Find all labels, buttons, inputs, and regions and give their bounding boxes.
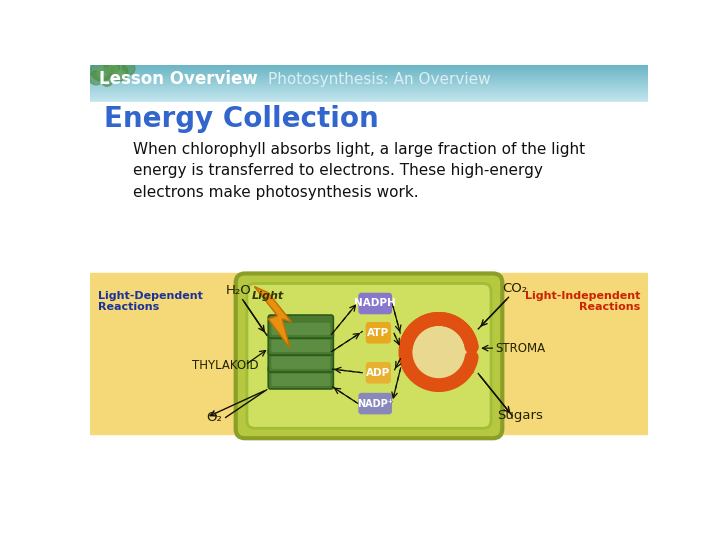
- Bar: [90, 85, 648, 86]
- FancyBboxPatch shape: [366, 322, 391, 343]
- Bar: [90, 76, 648, 77]
- Bar: [90, 87, 648, 88]
- Text: ATP: ATP: [367, 328, 390, 338]
- Bar: [90, 79, 648, 80]
- Text: Light-Independent: Light-Independent: [525, 291, 640, 301]
- Bar: [90, 94, 648, 95]
- Bar: [90, 72, 648, 73]
- Bar: [90, 91, 648, 92]
- Text: Sugars: Sugars: [498, 409, 543, 422]
- FancyBboxPatch shape: [271, 356, 330, 369]
- Text: Energy Collection: Energy Collection: [104, 105, 379, 133]
- Polygon shape: [254, 287, 292, 348]
- Text: CO₂: CO₂: [502, 281, 527, 295]
- Text: H₂O: H₂O: [226, 284, 252, 297]
- Bar: [90, 71, 648, 72]
- Text: Lesson Overview: Lesson Overview: [99, 70, 258, 89]
- Bar: [90, 100, 648, 101]
- Bar: [90, 78, 648, 79]
- Bar: [90, 92, 648, 93]
- Bar: [90, 84, 648, 85]
- Text: STROMA: STROMA: [495, 342, 546, 355]
- FancyBboxPatch shape: [269, 332, 333, 355]
- Bar: [90, 273, 648, 434]
- Bar: [90, 69, 648, 70]
- Bar: [90, 73, 648, 74]
- Text: Photosynthesis: An Overview: Photosynthesis: An Overview: [269, 72, 491, 87]
- Bar: [90, 83, 648, 84]
- Bar: [90, 97, 648, 98]
- Bar: [90, 99, 648, 100]
- Text: Reactions: Reactions: [98, 301, 159, 312]
- FancyBboxPatch shape: [247, 284, 491, 428]
- FancyBboxPatch shape: [271, 374, 330, 386]
- Text: When chlorophyll absorbs light, a large fraction of the light
energy is transfer: When chlorophyll absorbs light, a large …: [132, 142, 585, 200]
- Bar: [90, 90, 648, 91]
- FancyBboxPatch shape: [271, 323, 330, 335]
- Bar: [90, 74, 648, 75]
- FancyBboxPatch shape: [366, 362, 391, 383]
- FancyBboxPatch shape: [269, 349, 333, 372]
- FancyBboxPatch shape: [269, 315, 333, 338]
- Text: NADPH: NADPH: [354, 299, 396, 308]
- Text: O₂: O₂: [206, 411, 222, 424]
- Bar: [90, 89, 648, 90]
- Text: ADP: ADP: [366, 368, 390, 378]
- Bar: [90, 88, 648, 89]
- Bar: [90, 80, 648, 81]
- Bar: [90, 68, 648, 69]
- Circle shape: [89, 71, 103, 85]
- Bar: [90, 65, 648, 66]
- Bar: [90, 86, 648, 87]
- Text: Reactions: Reactions: [579, 301, 640, 312]
- Circle shape: [122, 63, 135, 75]
- Bar: [90, 66, 648, 67]
- Bar: [90, 67, 648, 68]
- Bar: [90, 77, 648, 78]
- Bar: [90, 95, 648, 96]
- Bar: [90, 101, 648, 102]
- Circle shape: [111, 64, 128, 81]
- Bar: [90, 102, 648, 103]
- Bar: [90, 75, 648, 76]
- Text: NADP⁺: NADP⁺: [357, 399, 393, 409]
- FancyBboxPatch shape: [235, 273, 503, 438]
- Bar: [90, 98, 648, 99]
- Circle shape: [402, 315, 476, 389]
- Circle shape: [97, 67, 108, 78]
- FancyBboxPatch shape: [271, 340, 330, 352]
- Bar: [90, 82, 648, 83]
- FancyBboxPatch shape: [359, 393, 392, 414]
- Circle shape: [109, 65, 118, 74]
- FancyBboxPatch shape: [269, 366, 333, 389]
- Text: Light: Light: [252, 291, 284, 301]
- Circle shape: [104, 59, 120, 75]
- Circle shape: [117, 70, 126, 79]
- Bar: [90, 70, 648, 71]
- FancyBboxPatch shape: [359, 293, 392, 314]
- Text: Light-Dependent: Light-Dependent: [98, 291, 202, 301]
- Circle shape: [102, 76, 112, 86]
- Text: THYLAKOID: THYLAKOID: [192, 359, 259, 372]
- Circle shape: [91, 59, 112, 81]
- Bar: [90, 81, 648, 82]
- Bar: [90, 93, 648, 94]
- Bar: [90, 96, 648, 97]
